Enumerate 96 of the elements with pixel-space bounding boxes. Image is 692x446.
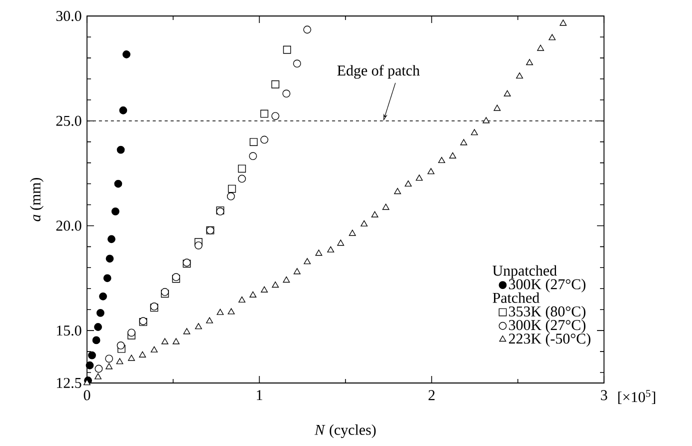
point [482,117,490,124]
point [116,146,125,154]
point [216,308,224,315]
point [114,180,122,188]
point [119,106,128,114]
point [293,60,302,68]
point [161,338,168,344]
legend-label: 353K (80°C) [509,306,586,320]
point [438,156,446,164]
point [228,184,236,193]
point [88,351,96,360]
point [304,258,311,264]
point [94,323,102,331]
x-tick-label: 3 [600,390,608,400]
point [504,90,511,96]
point [116,358,124,364]
x-tick-label: 1 [256,390,262,400]
point [271,112,280,120]
point [238,174,246,183]
point [294,268,301,274]
point [460,139,468,146]
point [560,20,567,26]
annotation: Edge of patch [337,64,420,79]
point [122,50,130,58]
point [404,180,412,187]
point [111,208,120,216]
point [139,351,146,358]
point [99,292,107,300]
point [106,254,114,263]
y-tick-label: 30.0 [56,10,82,22]
y-tick-label: 20.0 [56,220,82,231]
point [449,152,456,158]
legend-label: 300K (27°C) [509,320,586,334]
point [348,230,356,236]
point [260,110,268,118]
point [238,296,246,303]
point [206,317,213,324]
y-tick-label: 12.5 [56,378,82,388]
point [260,136,268,144]
point [94,373,102,380]
point [337,240,344,246]
point [194,241,202,250]
point [84,379,90,386]
point [238,164,246,173]
point [250,138,258,146]
point [226,192,235,200]
legend-label: 300K (27°C) [509,278,586,292]
x-axis-title: N (cycles) [314,424,376,438]
y-tick-label: 15.0 [56,325,82,336]
point [249,291,256,298]
point [228,308,235,314]
point [195,323,202,330]
point [172,338,180,344]
point [428,168,434,174]
point [282,276,290,283]
point [108,235,116,244]
point [360,220,368,226]
point [371,211,378,218]
point [150,346,158,352]
point [394,188,402,194]
point [382,204,390,210]
point [315,250,322,256]
point [548,34,556,40]
point [272,282,279,288]
annotation: Unpatched [492,265,557,279]
point [106,363,113,370]
annotation: Patched [492,292,540,303]
point [105,354,114,363]
y-tick-label: 25.0 [56,116,82,126]
x-tick-label: 2 [428,390,435,400]
point [327,246,334,252]
point [103,274,112,282]
point [94,364,103,373]
point [516,72,524,79]
point [271,80,280,88]
point [470,129,478,136]
point [92,336,100,344]
point [249,152,257,160]
y-axis-title: a (mm) [30,178,44,222]
point [128,354,135,361]
text: [×10$^{5}$] [618,390,656,404]
point [526,59,534,66]
point [116,342,125,350]
point [282,90,290,98]
point [128,328,136,337]
legend-label: 223K (-50°C) [508,333,590,347]
point [86,361,94,370]
x-tick-label: 0 [84,390,90,400]
point [96,309,104,317]
point [494,104,501,111]
point [303,26,312,34]
point [416,174,423,181]
point [260,286,268,292]
point [537,44,544,51]
point [183,328,190,334]
point [283,46,292,54]
